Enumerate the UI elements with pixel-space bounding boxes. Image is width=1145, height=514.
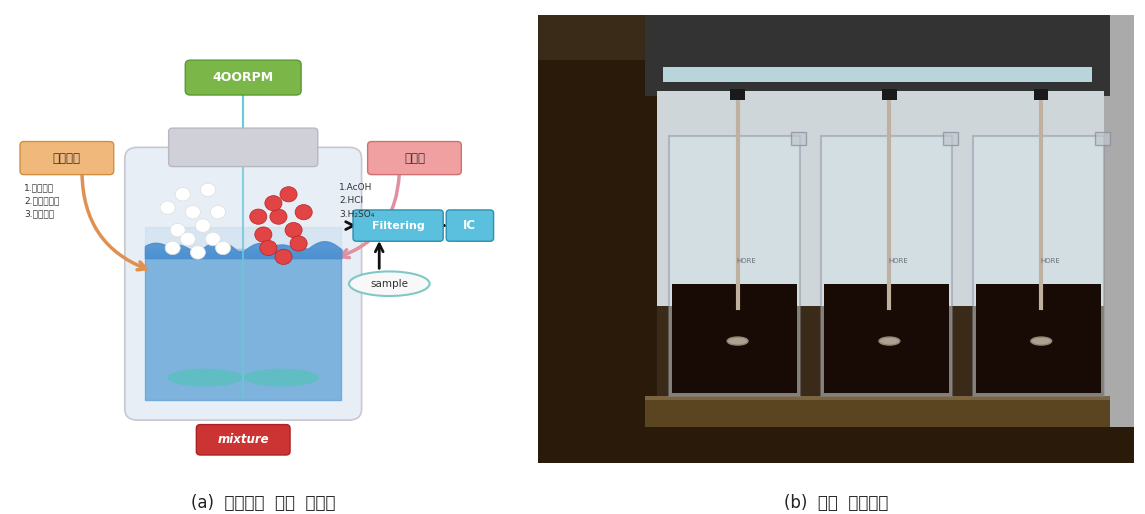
- Text: (a)  무기이온  용출  공정도: (a) 무기이온 용출 공정도: [191, 494, 335, 512]
- Text: sample: sample: [370, 279, 409, 289]
- Text: 반응원료: 반응원료: [53, 152, 81, 164]
- Ellipse shape: [167, 369, 243, 387]
- Ellipse shape: [244, 369, 319, 387]
- Bar: [663, 67, 1092, 83]
- Bar: [731, 89, 744, 100]
- FancyBboxPatch shape: [353, 210, 443, 241]
- Bar: [976, 284, 1100, 393]
- Circle shape: [185, 206, 200, 219]
- Circle shape: [171, 224, 185, 237]
- Circle shape: [160, 201, 175, 214]
- Bar: [824, 284, 949, 393]
- Text: (b)  용출  반응장치: (b) 용출 반응장치: [783, 494, 889, 512]
- Circle shape: [215, 241, 230, 254]
- FancyBboxPatch shape: [168, 128, 318, 167]
- Ellipse shape: [1030, 337, 1051, 345]
- FancyBboxPatch shape: [669, 136, 800, 396]
- Circle shape: [260, 241, 277, 255]
- FancyBboxPatch shape: [125, 148, 362, 420]
- Circle shape: [165, 241, 180, 254]
- Bar: [791, 132, 806, 145]
- Text: 1.AcOH
2.HCl
3.H₂SO₄: 1.AcOH 2.HCl 3.H₂SO₄: [339, 183, 374, 218]
- Text: HORE: HORE: [736, 258, 757, 264]
- Circle shape: [285, 223, 302, 237]
- FancyBboxPatch shape: [19, 141, 113, 175]
- FancyBboxPatch shape: [447, 210, 493, 241]
- Text: 1.석탄애시
2.페트롤애시
3.순환공재: 1.석탄애시 2.페트롤애시 3.순환공재: [24, 183, 60, 218]
- Circle shape: [180, 232, 196, 246]
- Text: HORE: HORE: [889, 258, 908, 264]
- Bar: [538, 60, 657, 463]
- Circle shape: [295, 205, 313, 220]
- Bar: [672, 284, 797, 393]
- Text: HORE: HORE: [1041, 258, 1060, 264]
- Text: 4OORPM: 4OORPM: [213, 71, 274, 84]
- Circle shape: [175, 188, 190, 201]
- FancyBboxPatch shape: [368, 141, 461, 175]
- Bar: [538, 427, 1134, 463]
- Circle shape: [275, 249, 292, 265]
- Bar: [657, 91, 1104, 306]
- Circle shape: [270, 209, 287, 224]
- Text: mixture: mixture: [218, 433, 269, 446]
- Text: 용출제: 용출제: [404, 152, 425, 164]
- Text: Filtering: Filtering: [372, 221, 425, 231]
- FancyBboxPatch shape: [196, 425, 290, 455]
- Circle shape: [255, 227, 271, 242]
- Circle shape: [250, 209, 267, 224]
- FancyBboxPatch shape: [185, 60, 301, 95]
- Circle shape: [196, 219, 211, 232]
- Bar: [883, 89, 897, 100]
- Bar: [646, 396, 1110, 400]
- Bar: [646, 396, 1110, 427]
- Circle shape: [190, 246, 205, 259]
- Circle shape: [281, 187, 297, 202]
- FancyBboxPatch shape: [821, 136, 951, 396]
- Bar: [646, 15, 1110, 96]
- Circle shape: [211, 206, 226, 219]
- Circle shape: [290, 236, 307, 251]
- FancyBboxPatch shape: [973, 136, 1104, 396]
- Bar: [1034, 89, 1049, 100]
- Circle shape: [200, 183, 215, 196]
- Circle shape: [264, 196, 282, 211]
- Bar: [1095, 132, 1110, 145]
- Bar: [943, 132, 958, 145]
- Text: IC: IC: [464, 219, 476, 232]
- Circle shape: [205, 232, 221, 246]
- Ellipse shape: [879, 337, 900, 345]
- Bar: [1104, 15, 1134, 463]
- Ellipse shape: [727, 337, 748, 345]
- Ellipse shape: [349, 271, 429, 296]
